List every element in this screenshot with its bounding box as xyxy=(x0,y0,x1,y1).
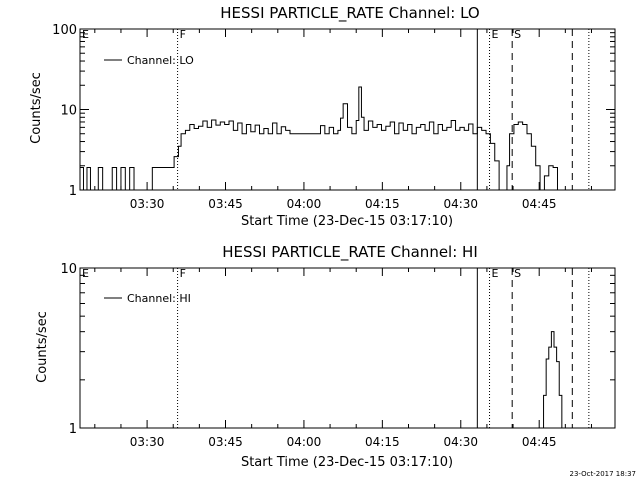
x-tick-label: 04:30 xyxy=(443,197,478,211)
event-marker-label: E xyxy=(492,267,499,280)
chart-panel-lo: HESSI PARTICLE_RATE Channel: LO Counts/s… xyxy=(29,4,616,229)
legend-entry: Channel: LO xyxy=(127,54,194,67)
series-line xyxy=(80,86,571,191)
y-tick-label: 1 xyxy=(69,422,77,437)
x-tick-label: 04:15 xyxy=(365,435,400,449)
y-axis-label: Counts/sec xyxy=(35,311,50,383)
x-tick-label: 03:45 xyxy=(208,435,243,449)
chart-title: HESSI PARTICLE_RATE Channel: LO xyxy=(220,4,479,23)
x-axis-label: Start Time (23-Dec-15 03:17:10) xyxy=(241,214,453,229)
chart-title: HESSI PARTICLE_RATE Channel: HI xyxy=(222,243,478,262)
x-tick-label: 04:45 xyxy=(522,197,557,211)
legend-entry: Channel: HI xyxy=(127,292,191,305)
chart-panel-hi: HESSI PARTICLE_RATE Channel: HI Counts/s… xyxy=(35,243,616,470)
x-tick-label: 04:15 xyxy=(365,197,400,211)
y-axis-label: Counts/sec xyxy=(29,72,44,144)
x-axis-label: Start Time (23-Dec-15 03:17:10) xyxy=(241,455,453,470)
timestamp: 23-Oct-2017 18:37 xyxy=(570,470,636,478)
event-marker-label: F xyxy=(180,28,186,41)
y-tick-label: 1 xyxy=(69,184,77,199)
event-marker-label: S xyxy=(514,267,521,280)
legend: Channel: HI xyxy=(104,292,191,305)
x-tick-label: 03:30 xyxy=(130,197,165,211)
event-marker-label: E xyxy=(492,28,499,41)
series-line xyxy=(540,331,563,429)
legend: Channel: LO xyxy=(104,54,194,67)
x-tick-label: 04:00 xyxy=(287,435,322,449)
x-tick-label: 04:00 xyxy=(287,197,322,211)
y-tick-label: 100 xyxy=(52,23,77,38)
x-tick-label: 03:30 xyxy=(130,435,165,449)
event-marker-label: E xyxy=(82,28,89,41)
x-tick-label: 04:45 xyxy=(522,435,557,449)
x-tick-label: 04:30 xyxy=(443,435,478,449)
x-tick-label: 03:45 xyxy=(208,197,243,211)
event-marker-label: F xyxy=(180,267,186,280)
event-marker-label: S xyxy=(514,28,521,41)
event-marker-label: E xyxy=(82,267,89,280)
y-tick-label: 10 xyxy=(60,262,77,277)
y-tick-label: 10 xyxy=(60,104,77,119)
